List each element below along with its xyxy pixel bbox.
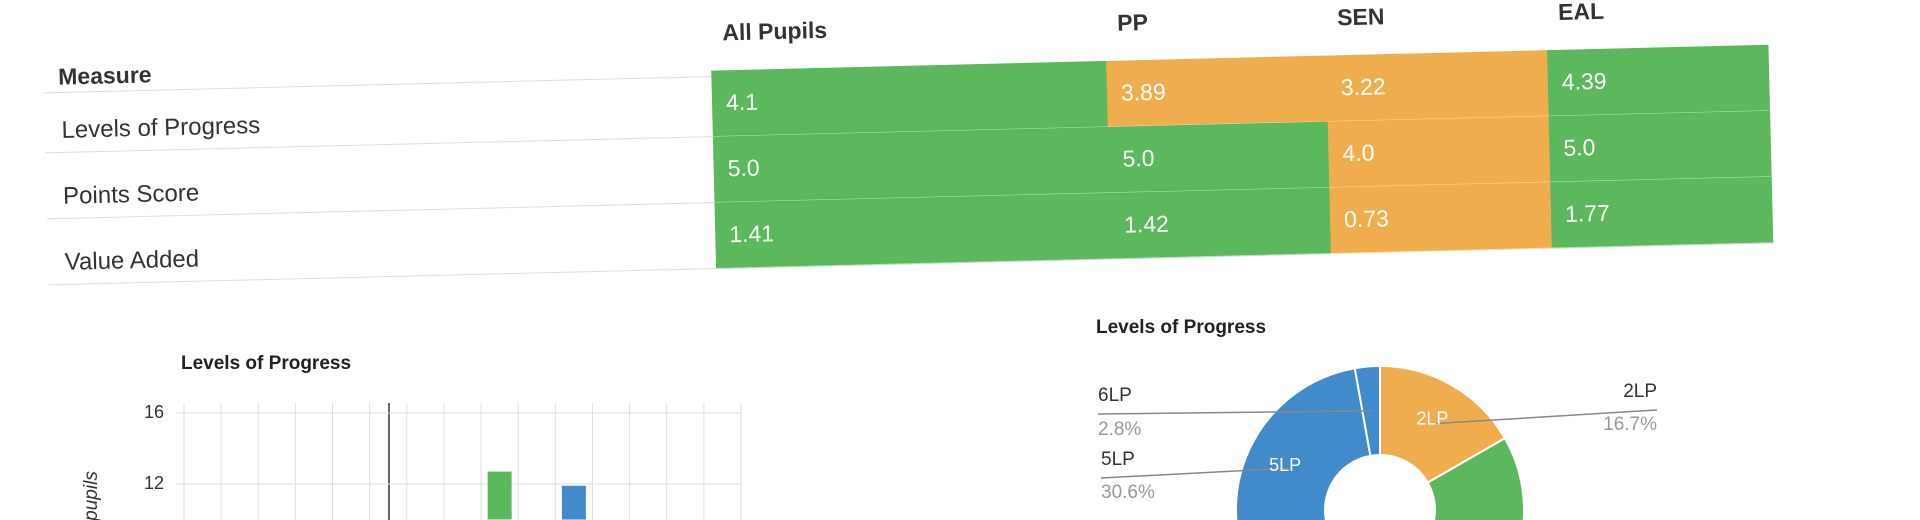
y-axis-label: pupils — [81, 471, 102, 520]
bar — [561, 485, 586, 520]
cell — [1327, 116, 1551, 189]
cell-value: 3.89 — [1121, 79, 1166, 106]
chart-title: Levels of Progress — [181, 353, 351, 374]
y-tick-label: 12 — [144, 473, 164, 493]
cell — [1329, 182, 1553, 255]
row-label: Value Added — [64, 246, 199, 276]
chart-title: Levels of Progress — [1096, 317, 1266, 338]
cell-value: 1.41 — [729, 220, 774, 247]
cell-rule — [716, 242, 1773, 270]
cell — [1546, 44, 1771, 117]
y-tick-label: 16 — [144, 402, 164, 422]
leader-line — [1429, 409, 1658, 425]
cell-value: 5.0 — [1122, 145, 1155, 172]
cell-value: 5.0 — [1563, 134, 1596, 161]
row-rule — [46, 202, 715, 220]
row-label: Points Score — [63, 179, 200, 209]
cell — [1326, 50, 1550, 123]
cell — [712, 126, 1110, 204]
slice-percent: 30.6% — [1101, 482, 1155, 503]
leader-line — [1100, 467, 1290, 479]
cell — [1107, 121, 1330, 194]
cell-value: 4.0 — [1342, 139, 1375, 166]
slice-percent: 2.8% — [1098, 419, 1141, 440]
slice-percent: 16.7% — [1603, 414, 1657, 435]
slice-label: 6LP — [1098, 385, 1132, 406]
donut-slice — [1426, 436, 1526, 520]
header-rule — [43, 76, 712, 94]
cell — [711, 60, 1109, 138]
row-label: Levels of Progress — [61, 112, 260, 144]
row-rule — [45, 136, 713, 154]
cell-value: 5.0 — [727, 155, 760, 182]
cell-value: 3.22 — [1341, 73, 1386, 100]
slice-inner-label: 2LP — [1416, 408, 1448, 428]
column-header: PP — [1117, 9, 1148, 36]
cell — [1548, 110, 1772, 183]
table: Measure All Pupils PP SEN EAL Levels of Progr… — [43, 0, 1774, 286]
column-header: All Pupils — [722, 17, 827, 46]
column-header: SEN — [1337, 3, 1385, 30]
cell-value: 0.73 — [1344, 205, 1389, 232]
column-header: Measure — [58, 61, 152, 89]
row-rule — [48, 268, 717, 286]
cell — [714, 192, 1112, 270]
cell-value: 1.42 — [1124, 211, 1169, 238]
slice-label: 2LP — [1623, 381, 1657, 402]
donut-slice — [1379, 364, 1507, 484]
bar — [487, 471, 512, 520]
cell — [1106, 55, 1329, 128]
slice-label: 5LP — [1101, 449, 1135, 470]
cell — [1550, 176, 1774, 249]
column-header: EAL — [1558, 0, 1605, 25]
slice-inner-label: 5LP — [1269, 455, 1301, 475]
cell — [1109, 187, 1332, 260]
cell-value: 4.1 — [726, 89, 759, 116]
cell-value: 1.77 — [1565, 200, 1610, 227]
cell-value: 4.39 — [1561, 68, 1606, 95]
leader-line — [1097, 410, 1372, 415]
donut-slice — [1235, 367, 1372, 520]
